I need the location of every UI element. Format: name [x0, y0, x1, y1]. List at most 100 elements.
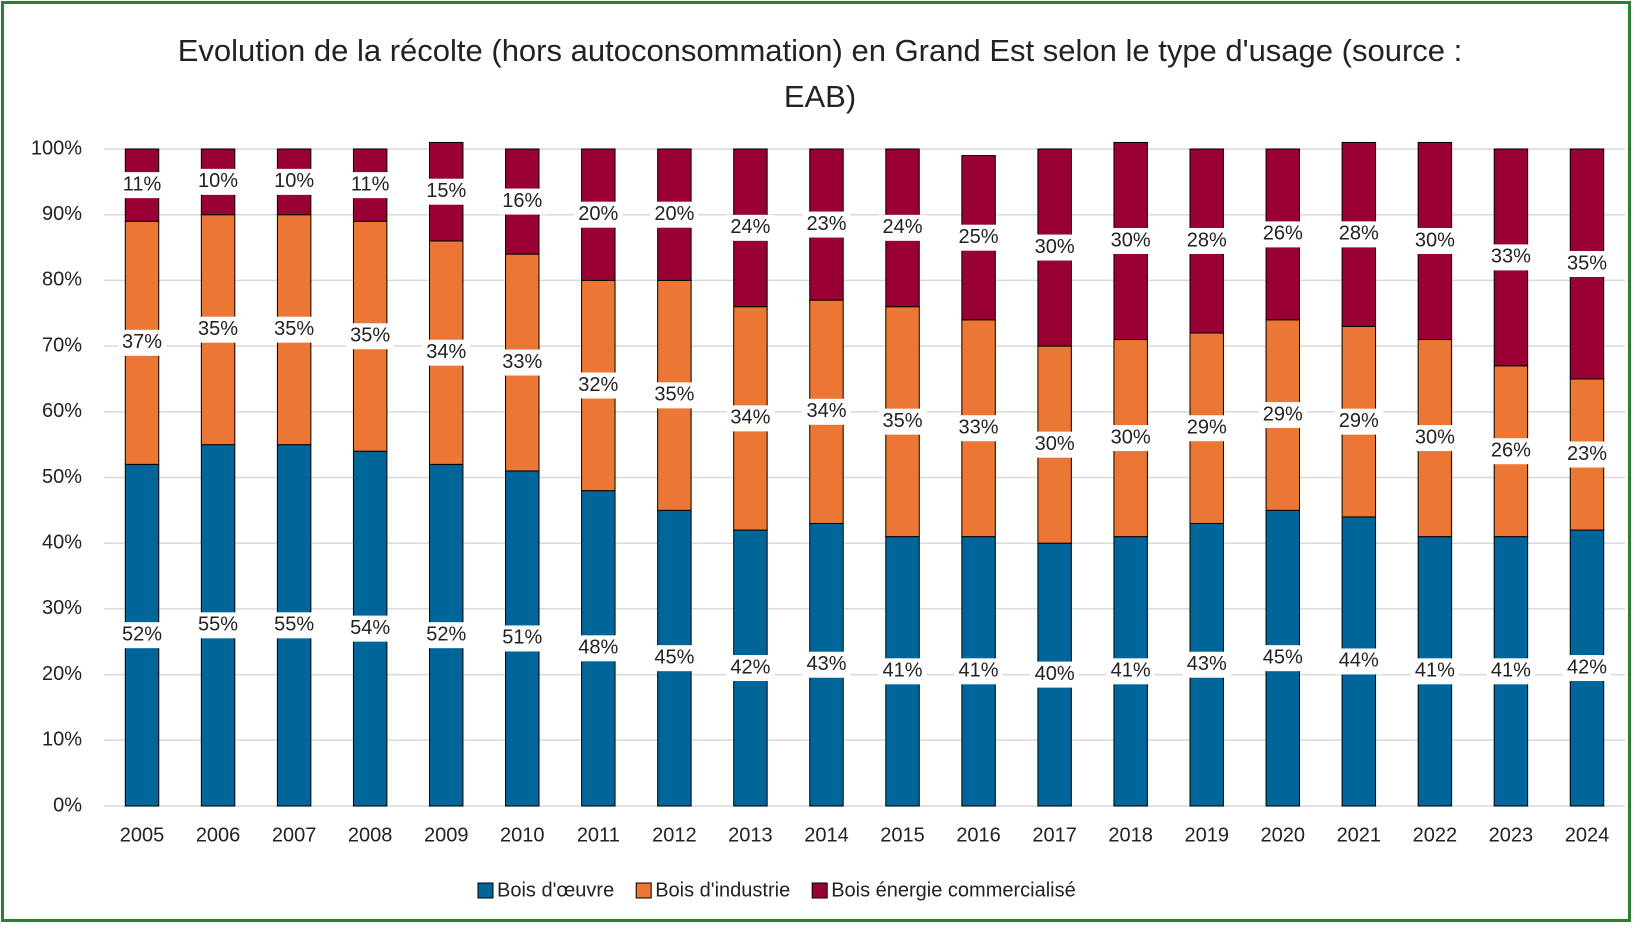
- label-bg: [1258, 645, 1307, 672]
- data-label: 40%: [1035, 663, 1075, 685]
- label-bg: [1486, 244, 1535, 271]
- data-label: 26%: [1491, 440, 1531, 462]
- data-label: 37%: [122, 331, 162, 353]
- legend-label: Bois énergie commercialisé: [831, 879, 1076, 901]
- data-label: 20%: [578, 203, 618, 225]
- legend-label: Bois d'œuvre: [497, 879, 614, 901]
- label-bg: [422, 622, 471, 649]
- data-label: 24%: [730, 216, 770, 238]
- label-bg: [1562, 250, 1611, 277]
- data-label: 48%: [578, 637, 618, 659]
- x-tick-label: 2020: [1261, 824, 1306, 846]
- label-bg: [650, 645, 699, 672]
- data-label: 28%: [1187, 229, 1227, 251]
- y-tick-label: 50%: [42, 466, 82, 488]
- data-label: 30%: [1415, 426, 1455, 448]
- y-tick-label: 60%: [42, 400, 82, 422]
- label-bg: [194, 316, 243, 343]
- data-label: 35%: [274, 318, 314, 340]
- label-bg: [498, 188, 547, 215]
- data-label: 35%: [654, 384, 694, 406]
- x-tick-label: 2024: [1565, 824, 1610, 846]
- label-bg: [878, 408, 927, 435]
- x-tick-label: 2014: [804, 824, 849, 846]
- label-bg: [1258, 221, 1307, 248]
- data-label: 34%: [806, 400, 846, 422]
- data-label: 23%: [806, 213, 846, 235]
- data-label: 23%: [1567, 443, 1607, 465]
- label-bg: [574, 372, 623, 399]
- data-label: 41%: [1491, 660, 1531, 682]
- data-label: 30%: [1035, 236, 1075, 258]
- label-bg: [726, 405, 775, 432]
- x-tick-label: 2007: [272, 824, 317, 846]
- x-tick-label: 2018: [1108, 824, 1153, 846]
- legend-swatch: [811, 882, 828, 899]
- legend-swatch: [635, 882, 652, 899]
- data-label: 30%: [1415, 229, 1455, 251]
- x-tick-label: 2005: [120, 824, 165, 846]
- label-bg: [1486, 658, 1535, 685]
- label-bg: [878, 658, 927, 685]
- data-label: 43%: [806, 653, 846, 675]
- label-bg: [1258, 402, 1307, 429]
- data-label: 51%: [502, 627, 542, 649]
- label-bg: [1562, 441, 1611, 468]
- label-bg: [1030, 661, 1079, 688]
- label-bg: [1334, 648, 1383, 675]
- label-bg: [270, 168, 319, 195]
- label-bg: [954, 658, 1003, 685]
- data-label: 20%: [654, 203, 694, 225]
- label-bg: [1182, 227, 1231, 254]
- label-bg: [802, 211, 851, 238]
- data-label: 35%: [198, 318, 238, 340]
- label-bg: [498, 625, 547, 652]
- y-tick-label: 90%: [42, 203, 82, 225]
- label-bg: [346, 615, 395, 642]
- label-bg: [194, 168, 243, 195]
- data-label: 34%: [426, 341, 466, 363]
- data-label: 55%: [274, 614, 314, 636]
- data-label: 42%: [1567, 656, 1607, 678]
- data-label: 35%: [1567, 252, 1607, 274]
- label-bg: [346, 323, 395, 350]
- data-label: 26%: [1263, 223, 1303, 245]
- data-label: 15%: [426, 180, 466, 202]
- data-label: 29%: [1339, 410, 1379, 432]
- data-label: 32%: [578, 374, 618, 396]
- label-bg: [878, 214, 927, 241]
- label-bg: [650, 201, 699, 228]
- data-label: 30%: [1111, 229, 1151, 251]
- label-bg: [1182, 651, 1231, 678]
- data-label: 55%: [198, 614, 238, 636]
- label-bg: [346, 172, 395, 199]
- data-label: 41%: [1111, 660, 1151, 682]
- y-tick-label: 40%: [42, 531, 82, 553]
- x-tick-label: 2016: [956, 824, 1001, 846]
- label-bg: [954, 224, 1003, 251]
- label-bg: [498, 349, 547, 376]
- data-label: 43%: [1187, 653, 1227, 675]
- label-bg: [118, 329, 167, 356]
- label-bg: [118, 172, 167, 199]
- data-label: 33%: [502, 351, 542, 373]
- data-label: 52%: [426, 623, 466, 645]
- data-label: 45%: [654, 646, 694, 668]
- label-bg: [1030, 234, 1079, 261]
- label-bg: [574, 635, 623, 662]
- data-label: 35%: [350, 325, 390, 347]
- data-label: 11%: [123, 173, 162, 195]
- data-label: 45%: [1263, 646, 1303, 668]
- data-label: 41%: [883, 660, 923, 682]
- label-bg: [1106, 658, 1155, 685]
- x-tick-label: 2017: [1032, 824, 1077, 846]
- y-tick-label: 70%: [42, 334, 82, 356]
- data-label: 11%: [351, 173, 390, 195]
- label-bg: [726, 655, 775, 682]
- label-bg: [650, 382, 699, 409]
- chart-title: Evolution de la récolte (hors autoconsom…: [177, 33, 1463, 114]
- label-bg: [118, 622, 167, 649]
